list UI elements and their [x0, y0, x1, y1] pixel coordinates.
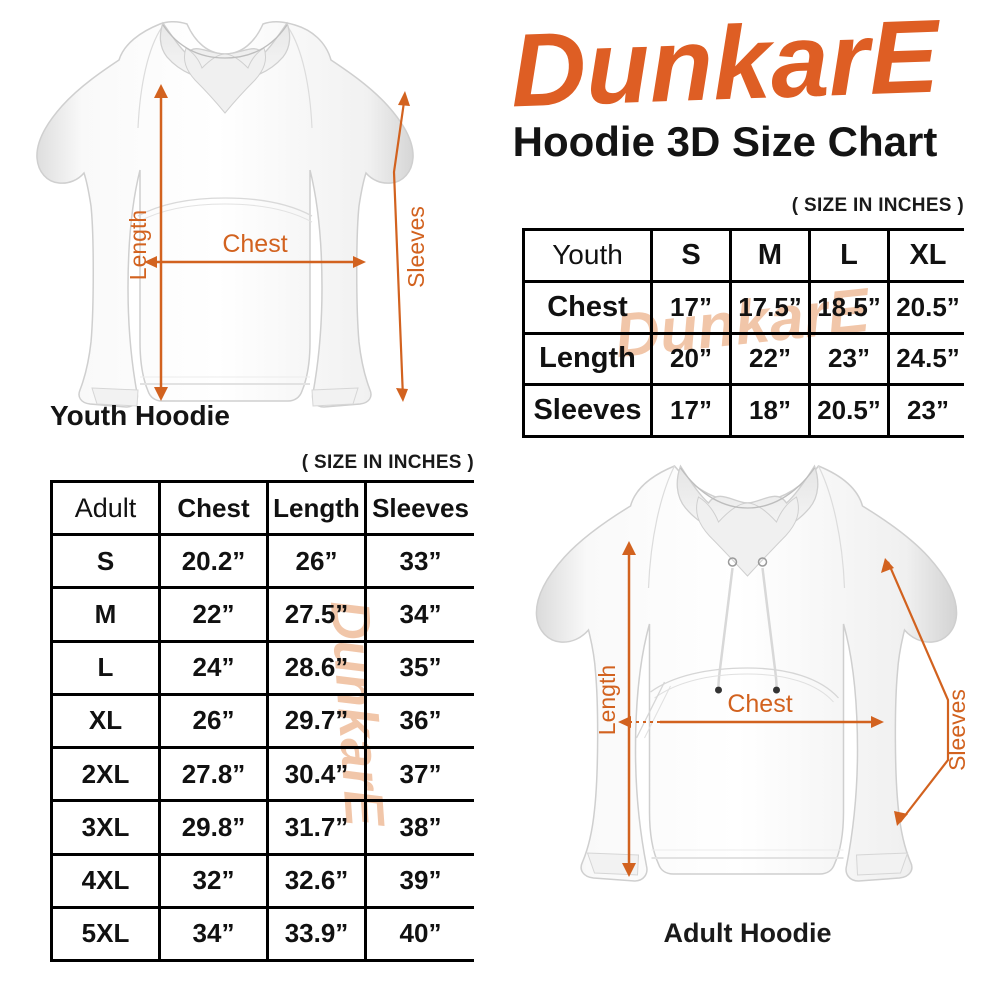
svg-text:Sleeves: Sleeves	[944, 689, 970, 771]
svg-text:Chest: Chest	[727, 690, 792, 718]
svg-text:Length: Length	[594, 665, 620, 735]
svg-text:DunkarE: DunkarE	[509, 0, 943, 129]
